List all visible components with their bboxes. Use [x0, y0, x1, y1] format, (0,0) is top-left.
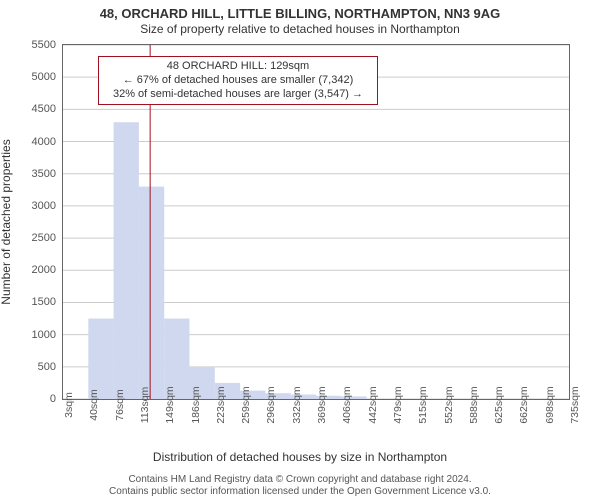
x-axis-ticks: 3sqm40sqm76sqm113sqm149sqm186sqm223sqm25… — [62, 400, 570, 448]
x-tick-label: 662sqm — [518, 384, 530, 423]
annotation-line-1: 48 ORCHARD HILL: 129sqm — [105, 60, 371, 74]
x-axis-label: Distribution of detached houses by size … — [0, 450, 600, 464]
y-tick-label: 2000 — [32, 264, 56, 276]
y-tick-label: 2500 — [32, 232, 56, 244]
x-tick-label: 113sqm — [139, 385, 151, 424]
footer-credits: Contains HM Land Registry data © Crown c… — [0, 474, 600, 498]
x-tick-label: 552sqm — [443, 384, 455, 423]
y-tick-label: 1500 — [32, 296, 56, 308]
x-tick-label: 149sqm — [164, 384, 176, 423]
x-tick-label: 698sqm — [544, 384, 556, 423]
y-tick-label: 1000 — [32, 329, 56, 341]
annotation-line-2: ← 67% of detached houses are smaller (7,… — [105, 74, 371, 88]
x-tick-label: 332sqm — [291, 384, 303, 423]
footer-line-2: Contains public sector information licen… — [0, 486, 600, 498]
x-tick-label: 735sqm — [569, 384, 581, 423]
histogram-bars — [88, 122, 366, 399]
x-tick-label: 259sqm — [240, 384, 252, 423]
x-tick-label: 625sqm — [493, 384, 505, 423]
y-axis-ticks: 0500100015002000250030003500400045005000… — [0, 44, 60, 400]
x-tick-label: 515sqm — [417, 384, 429, 423]
x-tick-label: 442sqm — [367, 384, 379, 423]
x-tick-label: 588sqm — [468, 384, 480, 423]
y-tick-label: 5000 — [32, 71, 56, 83]
footer-line-1: Contains HM Land Registry data © Crown c… — [0, 474, 600, 486]
y-tick-label: 5500 — [32, 39, 56, 51]
x-tick-label: 369sqm — [316, 384, 328, 423]
y-tick-label: 0 — [50, 393, 56, 405]
x-tick-label: 479sqm — [392, 384, 404, 423]
x-tick-label: 3sqm — [63, 390, 75, 418]
page-subtitle: Size of property relative to detached ho… — [0, 22, 600, 37]
x-tick-label: 223sqm — [215, 384, 227, 423]
x-tick-label: 186sqm — [190, 384, 202, 423]
x-tick-label: 406sqm — [341, 384, 353, 423]
annotation-box: 48 ORCHARD HILL: 129sqm ← 67% of detache… — [98, 56, 378, 105]
x-tick-label: 40sqm — [88, 387, 100, 421]
y-tick-label: 3500 — [32, 168, 56, 180]
y-tick-label: 3000 — [32, 200, 56, 212]
annotation-line-3: 32% of semi-detached houses are larger (… — [105, 88, 371, 102]
x-tick-label: 296sqm — [265, 384, 277, 423]
y-tick-label: 4000 — [32, 136, 56, 148]
y-tick-label: 4500 — [32, 103, 56, 115]
y-tick-label: 500 — [38, 361, 56, 373]
x-tick-label: 76sqm — [114, 387, 126, 421]
page-title: 48, ORCHARD HILL, LITTLE BILLING, NORTHA… — [0, 6, 600, 22]
